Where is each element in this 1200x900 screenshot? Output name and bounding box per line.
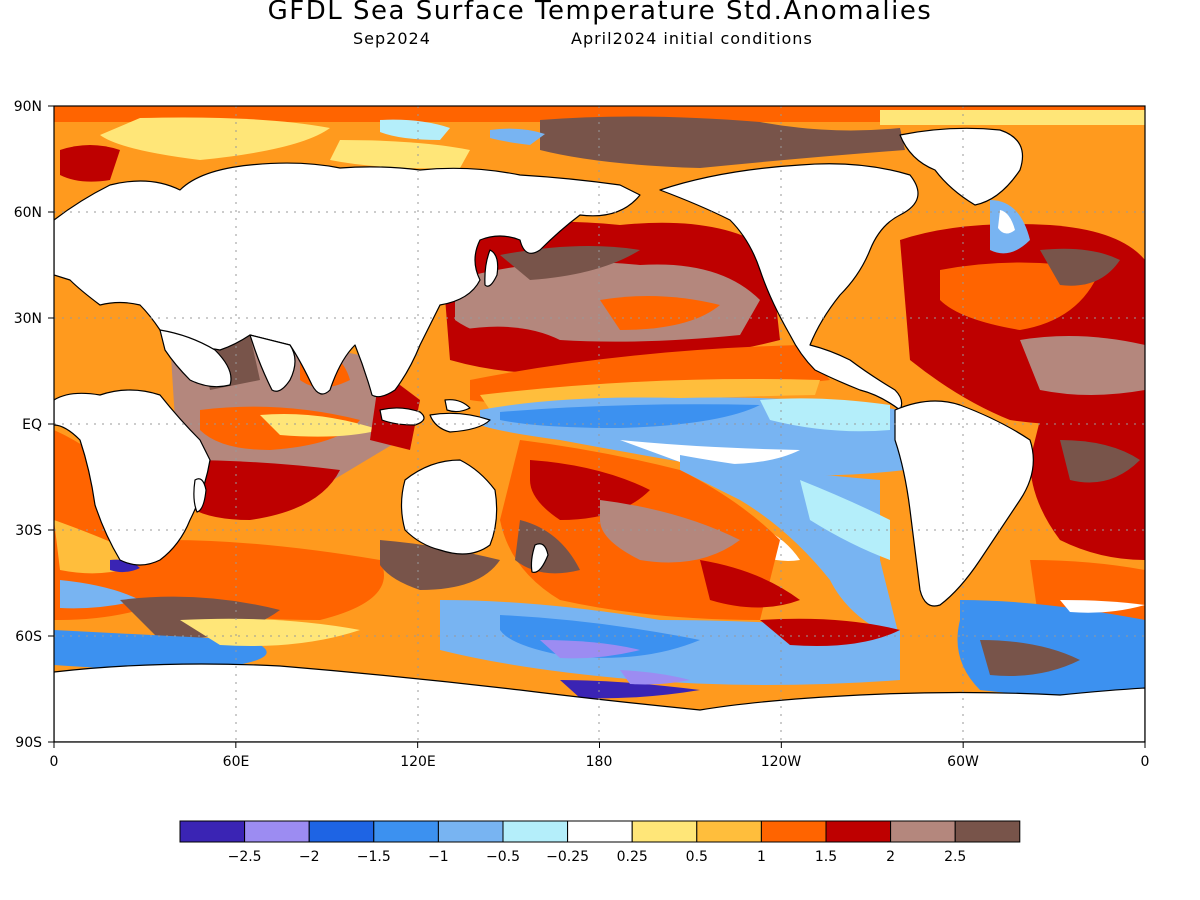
legend-label: −0.25: [546, 849, 589, 865]
legend-swatch: [954, 820, 1021, 843]
anomaly-field: [54, 106, 1145, 699]
longitude-labels: 0 60E 120E 180 120W 60W 0: [50, 754, 1150, 770]
legend-swatch: [244, 820, 310, 843]
lon-label-0: 0: [50, 754, 59, 770]
legend-label: −2: [299, 849, 320, 865]
legend-label: 1.5: [815, 849, 837, 865]
legend-swatch: [373, 820, 439, 843]
legend-swatch: [179, 820, 246, 843]
legend-swatch: [567, 820, 633, 843]
lat-label-30n: 30N: [14, 311, 42, 327]
lat-label-90s: 90S: [15, 735, 42, 751]
legend-label: −2.5: [228, 849, 262, 865]
lon-label-60w: 60W: [947, 754, 979, 770]
forecast-month: Sep2024: [353, 29, 431, 48]
lat-label-60n: 60N: [14, 205, 42, 221]
legend-label: 2: [886, 849, 895, 865]
legend-label: −1.5: [357, 849, 391, 865]
latitude-labels: 90N 60N 30N EQ 30S 60S 90S: [14, 99, 42, 751]
lat-label-eq: EQ: [22, 417, 42, 433]
legend-swatch: [760, 820, 827, 843]
legend-label: 1: [757, 849, 766, 865]
color-scale-legend: −2.5 −2 −1.5 −1 −0.5 −0.25 0.25 0.5 1 1.5 2 2.5: [179, 820, 1021, 865]
legend-swatch: [890, 820, 956, 843]
legend-label: −0.5: [486, 849, 520, 865]
lat-label-60s: 60S: [15, 629, 42, 645]
legend-swatch: [437, 820, 504, 843]
legend-swatch: [308, 820, 375, 843]
legend-swatch: [631, 820, 698, 843]
continents: [54, 127, 1145, 742]
lon-label-120w: 120W: [761, 754, 802, 770]
legend-swatch: [502, 820, 569, 843]
legend-swatch: [825, 820, 892, 843]
lon-label-0-east: 0: [1141, 754, 1150, 770]
lat-label-30s: 30S: [15, 523, 42, 539]
legend-label: 0.25: [617, 849, 648, 865]
lon-label-180: 180: [586, 754, 613, 770]
map-title: GFDL Sea Surface Temperature Std.Anomali…: [267, 0, 933, 26]
legend-label: −1: [428, 849, 449, 865]
lon-label-60e: 60E: [223, 754, 250, 770]
lat-label-90n: 90N: [14, 99, 42, 115]
legend-label: 0.5: [686, 849, 708, 865]
lon-label-120e: 120E: [400, 754, 436, 770]
legend-swatch: [696, 820, 762, 843]
graticule: [54, 106, 1145, 742]
legend-label: 2.5: [944, 849, 966, 865]
initial-conditions-label: April2024 initial conditions: [571, 29, 813, 48]
